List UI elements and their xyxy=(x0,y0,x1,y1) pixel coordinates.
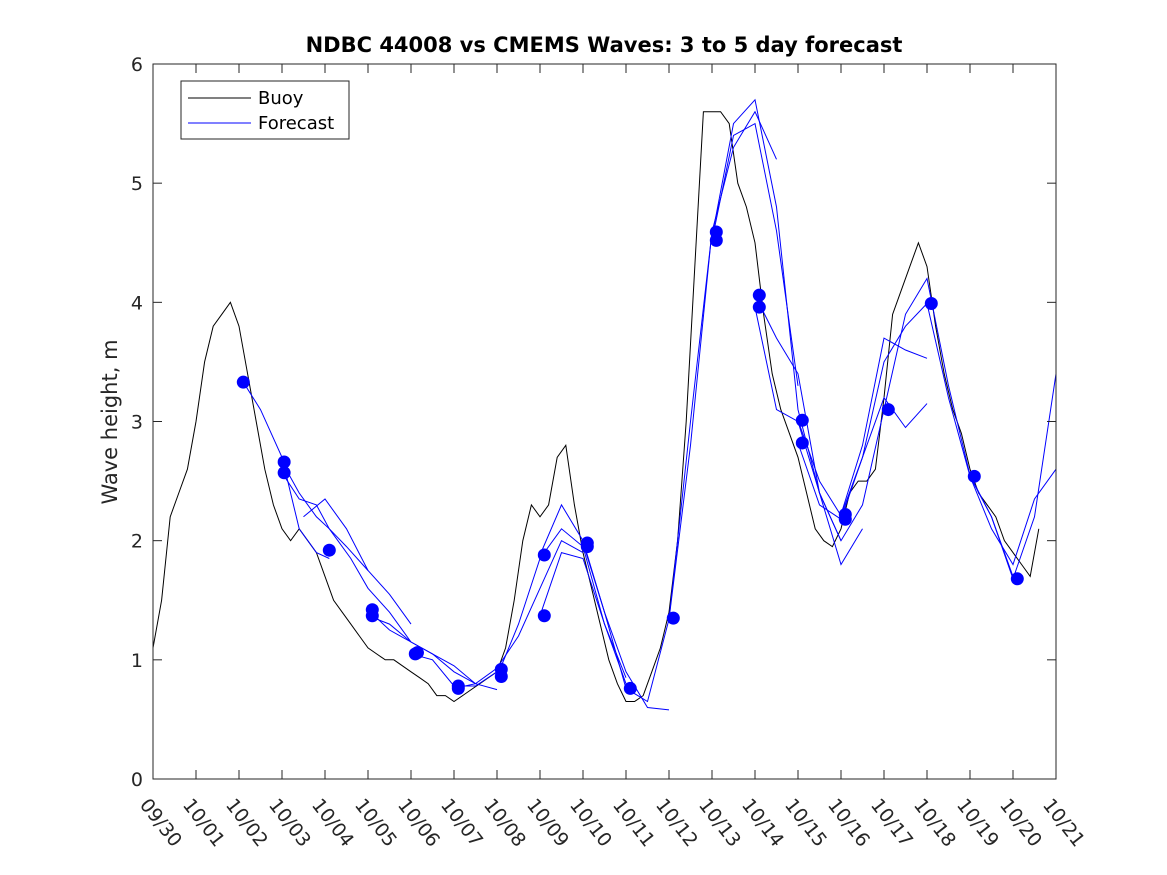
forecast-point-23 xyxy=(795,413,809,427)
forecast-point-22 xyxy=(752,300,766,314)
x-tick-label: 10/01 xyxy=(178,795,229,852)
forecast-point-1 xyxy=(236,375,250,389)
x-tick-label: 10/14 xyxy=(737,795,788,852)
y-axis: 0 1 2 3 4 5 6 xyxy=(131,54,1056,791)
x-tick-label: 10/19 xyxy=(952,795,1003,852)
forecast-point-26 xyxy=(838,512,852,526)
forecast-line-9 xyxy=(496,528,627,684)
y-tick-label: 1 xyxy=(131,650,143,672)
forecast-point-27 xyxy=(881,403,895,417)
forecast-line-6 xyxy=(367,615,498,691)
y-tick-label: 4 xyxy=(131,292,143,314)
x-tick-label: 10/21 xyxy=(1038,795,1089,852)
forecast-point-20 xyxy=(709,233,723,247)
x-tick-label: 10/03 xyxy=(264,795,315,852)
forecast-line-16 xyxy=(754,294,863,566)
forecast-line-23 xyxy=(969,468,1057,566)
legend: Buoy Forecast xyxy=(180,80,350,140)
x-tick-label: 10/12 xyxy=(651,795,702,852)
forecast-line-3 xyxy=(281,472,412,643)
forecast-line-14 xyxy=(711,122,799,386)
forecast-line-12 xyxy=(582,230,713,703)
x-tick-label: 10/05 xyxy=(350,795,401,852)
forecast-point-29 xyxy=(967,469,981,483)
plot-area xyxy=(152,98,1057,711)
forecast-line-1 xyxy=(242,381,330,559)
y-tick-label: 3 xyxy=(131,412,143,434)
y-tick-label: 6 xyxy=(131,54,143,76)
forecast-point-28 xyxy=(924,297,938,311)
y-axis-label: Wave height, m xyxy=(98,339,122,504)
forecast-point-2 xyxy=(277,455,291,469)
forecast-point-12 xyxy=(494,670,508,684)
chart-title: NDBC 44008 vs CMEMS Waves: 3 to 5 day fo… xyxy=(306,33,903,57)
forecast-line-5 xyxy=(367,609,476,685)
forecast-line-2 xyxy=(281,461,369,571)
forecast-point-30 xyxy=(1010,572,1024,586)
x-tick-label: 10/08 xyxy=(479,795,530,852)
x-tick-label: 09/30 xyxy=(135,795,186,852)
x-tick-label: 10/02 xyxy=(221,795,272,852)
y-tick-label: 5 xyxy=(131,173,143,195)
x-tick-label: 10/16 xyxy=(823,795,874,852)
legend-buoy-label: Buoy xyxy=(258,88,304,109)
plot-frame xyxy=(152,63,1057,780)
x-tick-label: 10/07 xyxy=(436,795,487,852)
forecast-point-3 xyxy=(277,466,291,480)
x-axis: 09/3010/0110/0210/0310/0410/0510/0610/07… xyxy=(135,64,1089,851)
forecast-point-21 xyxy=(752,288,766,302)
forecast-point-14 xyxy=(537,609,551,623)
forecast-line-4 xyxy=(303,498,412,625)
forecast-point-10 xyxy=(451,679,465,693)
x-tick-label: 10/04 xyxy=(307,795,358,852)
forecast-point-16 xyxy=(580,540,594,554)
x-tick-label: 10/13 xyxy=(694,795,745,852)
y-tick-label: 2 xyxy=(131,531,143,553)
buoy-line xyxy=(152,111,1040,703)
forecast-point-4 xyxy=(322,543,336,557)
y-tick-label: 0 xyxy=(131,769,143,791)
forecast-point-24 xyxy=(795,436,809,450)
forecast-line-20 xyxy=(840,337,928,515)
forecast-point-17 xyxy=(623,681,637,695)
x-tick-label: 10/09 xyxy=(522,795,573,852)
forecast-line-19 xyxy=(797,396,928,520)
x-tick-label: 10/15 xyxy=(780,795,831,852)
forecast-line-15 xyxy=(711,98,842,541)
forecast-point-8 xyxy=(410,646,424,660)
forecast-line-17 xyxy=(754,306,885,542)
forecast-line-11 xyxy=(539,551,627,678)
x-tick-label: 10/11 xyxy=(608,795,659,852)
forecast-point-6 xyxy=(365,609,379,623)
legend-box xyxy=(180,80,350,140)
x-tick-label: 10/10 xyxy=(565,795,616,852)
legend-forecast-label: Forecast xyxy=(258,113,334,134)
x-tick-label: 10/20 xyxy=(995,795,1046,852)
forecast-line-22 xyxy=(926,303,1057,581)
x-tick-label: 10/06 xyxy=(393,795,444,852)
forecast-markers xyxy=(236,225,1024,695)
x-tick-label: 10/18 xyxy=(909,795,960,852)
forecast-point-13 xyxy=(537,548,551,562)
x-tick-label: 10/17 xyxy=(866,795,917,852)
forecast-point-18 xyxy=(666,611,680,625)
forecast-line-8 xyxy=(453,539,584,689)
